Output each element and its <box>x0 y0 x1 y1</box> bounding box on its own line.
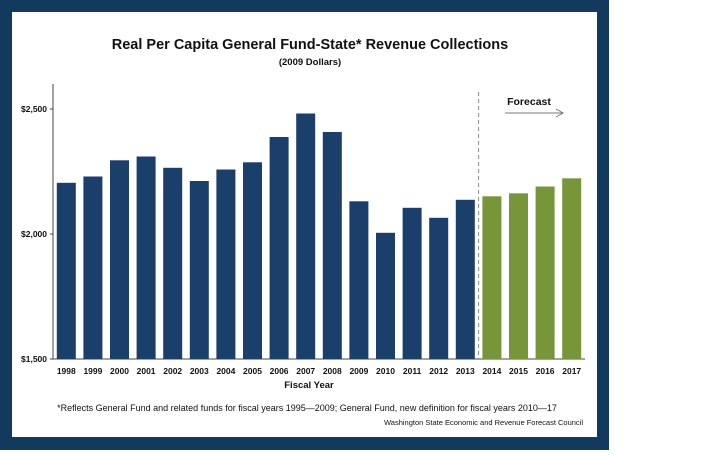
bar-2016 <box>535 186 555 359</box>
bar-2002 <box>163 167 183 360</box>
y-tick-label: $2,500 <box>21 104 47 114</box>
forecast-label: Forecast <box>507 96 551 108</box>
bar-2014 <box>482 196 502 360</box>
bars <box>56 113 582 360</box>
x-tick-label: 2000 <box>110 366 129 376</box>
bar-2011 <box>402 207 422 360</box>
chart-title: Real Per Capita General Fund-State* Reve… <box>112 37 508 53</box>
bar-2010 <box>376 232 395 360</box>
x-tick-label: 2011 <box>403 366 422 376</box>
x-axis-title: Fiscal Year <box>284 380 334 391</box>
bar-2004 <box>216 169 236 359</box>
x-axis: 1998 1999 2000 2001 2002 2003 2004 2005 2006 2007… <box>57 366 582 376</box>
x-tick-label: 2013 <box>456 366 475 376</box>
bar-2005 <box>243 162 262 360</box>
x-tick-label: 2003 <box>190 366 209 376</box>
chart-subtitle: (2009 Dollars) <box>279 57 341 68</box>
chart-panel: Real Per Capita General Fund-State* Reve… <box>12 12 597 437</box>
x-tick-label: 2015 <box>509 366 528 376</box>
y-tick-label: $2,000 <box>21 229 47 239</box>
x-tick-label: 2005 <box>243 366 262 376</box>
bar-2003 <box>189 181 209 359</box>
bar-2017 <box>562 178 582 360</box>
x-tick-label: 2010 <box>376 366 395 376</box>
x-tick-label: 2017 <box>562 366 581 376</box>
bar-2009 <box>349 201 369 360</box>
bar-1998 <box>56 182 76 360</box>
chart-frame: Real Per Capita General Fund-State* Reve… <box>0 0 609 450</box>
bar-2013 <box>455 199 475 360</box>
bar-2000 <box>110 160 129 360</box>
x-tick-label: 2009 <box>349 366 368 376</box>
bar-2006 <box>269 137 289 359</box>
source-note: Washington State Economic and Revenue Fo… <box>384 418 583 427</box>
revenue-chart: Real Per Capita General Fund-State* Reve… <box>21 37 585 427</box>
x-tick-label: 2002 <box>163 366 182 376</box>
x-tick-label: 1999 <box>83 366 102 376</box>
x-tick-label: 2006 <box>270 366 289 376</box>
bar-2007 <box>296 113 316 359</box>
y-tick-label: $1,500 <box>21 354 47 364</box>
x-tick-label: 2004 <box>216 366 235 376</box>
bar-2015 <box>509 193 528 360</box>
x-tick-label: 2012 <box>429 366 448 376</box>
bar-2001 <box>136 156 156 359</box>
x-tick-label: 2007 <box>296 366 315 376</box>
bar-2012 <box>429 217 449 360</box>
forecast-arrow-icon <box>505 108 565 118</box>
x-tick-label: 1998 <box>57 366 76 376</box>
footnote: *Reflects General Fund and related funds… <box>57 403 557 413</box>
x-tick-label: 2016 <box>536 366 555 376</box>
x-tick-label: 2008 <box>323 366 342 376</box>
bar-1999 <box>83 176 103 359</box>
bar-2008 <box>322 132 342 359</box>
x-tick-label: 2001 <box>137 366 156 376</box>
x-tick-label: 2014 <box>482 366 501 376</box>
